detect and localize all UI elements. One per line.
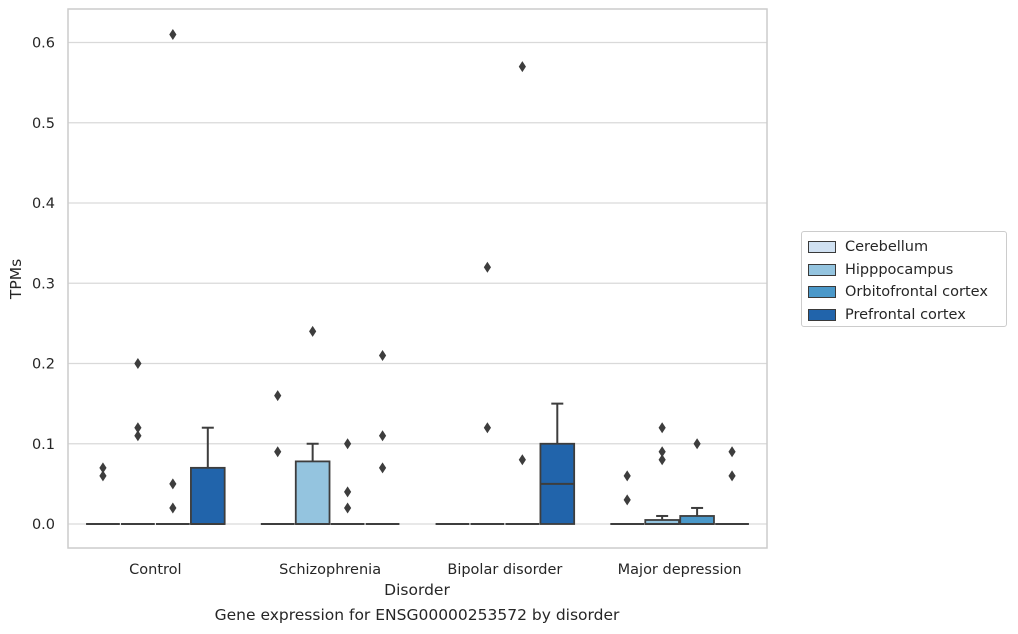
outlier-point xyxy=(309,325,317,337)
y-tick-label: 0.4 xyxy=(32,196,55,212)
box-cerebellum xyxy=(86,462,120,525)
legend-item: Prefrontal cortex xyxy=(808,304,1000,327)
legend-item: Orbitofrontal cortex xyxy=(808,281,1000,304)
box-orbitofrontal-cortex xyxy=(155,28,190,525)
plot-frame xyxy=(67,8,768,549)
x-tick-label: Bipolar disorder xyxy=(447,562,562,578)
legend-swatch xyxy=(808,263,836,276)
outlier-point xyxy=(483,422,491,434)
x-tick-label: Schizophrenia xyxy=(279,562,381,578)
box-prefrontal-cortex xyxy=(715,446,749,525)
box-body xyxy=(190,466,226,525)
y-axis-title: TPMs xyxy=(7,259,25,300)
outlier-point xyxy=(518,61,526,73)
box-hipppocampus xyxy=(470,261,505,525)
outlier-point xyxy=(274,446,282,458)
box-body xyxy=(294,460,331,525)
legend-label: Orbitofrontal cortex xyxy=(845,284,988,301)
box-orbitofrontal-cortex xyxy=(330,438,365,525)
y-tick-label: 0.3 xyxy=(32,276,55,292)
outlier-point xyxy=(99,462,107,474)
outlier-point xyxy=(99,470,107,482)
outlier-point xyxy=(169,478,177,490)
outlier-point xyxy=(344,502,352,514)
outlier-point xyxy=(658,454,666,466)
y-tick-label: 0.0 xyxy=(32,517,55,533)
box-hipppocampus xyxy=(121,358,155,525)
outlier-point xyxy=(169,502,177,514)
legend-item: Hipppocampus xyxy=(808,259,1000,282)
outlier-point xyxy=(134,422,142,434)
outlier-point xyxy=(658,446,666,458)
box-hipppocampus xyxy=(644,422,680,525)
legend-swatch xyxy=(808,241,836,254)
box-body xyxy=(679,515,715,525)
legend-item: Cerebellum xyxy=(808,236,1000,259)
outlier-point xyxy=(623,470,631,482)
box-plots xyxy=(86,28,749,525)
outlier-point xyxy=(518,454,526,466)
y-tick-label: 0.1 xyxy=(32,437,55,453)
y-tick-label: 0.5 xyxy=(32,116,55,132)
legend-label: Hipppocampus xyxy=(845,261,954,278)
legend-swatch xyxy=(808,308,836,321)
x-tick-labels: Control Schizophrenia Bipolar disorder Majo… xyxy=(129,562,741,578)
legend-label: Prefrontal cortex xyxy=(845,306,966,323)
x-tick-label: Control xyxy=(129,562,181,578)
box-orbitofrontal-cortex xyxy=(505,61,540,525)
outlier-point xyxy=(728,470,736,482)
box-cerebellum xyxy=(610,470,645,525)
outlier-point xyxy=(728,446,736,458)
legend-swatch xyxy=(808,286,836,299)
outlier-point xyxy=(658,422,666,434)
box-orbitofrontal-cortex xyxy=(679,438,715,525)
outlier-point xyxy=(483,261,491,273)
outlier-point xyxy=(134,430,142,442)
outlier-point xyxy=(623,494,631,506)
outlier-point xyxy=(378,430,387,442)
outlier-point xyxy=(134,358,142,369)
y-tick-label: 0.6 xyxy=(32,36,55,52)
y-tick-label: 0.2 xyxy=(32,357,55,373)
outlier-point xyxy=(344,438,352,450)
outlier-point xyxy=(274,390,282,402)
y-tick-labels: 0.0 0.1 0.2 0.3 0.4 0.5 0.6 xyxy=(32,36,55,534)
chart-caption: Gene expression for ENSG00000253572 by d… xyxy=(214,606,620,624)
grid-lines xyxy=(68,41,767,525)
legend: Cerebellum Hipppocampus Orbitofrontal cort… xyxy=(801,231,1007,327)
x-axis-title: Disorder xyxy=(384,581,450,599)
outlier-point xyxy=(169,28,177,40)
outlier-point xyxy=(378,349,387,361)
outlier-point xyxy=(344,486,352,498)
box-prefrontal-cortex xyxy=(539,402,576,525)
box-prefrontal-cortex xyxy=(365,349,400,525)
legend-label: Cerebellum xyxy=(845,239,929,256)
outlier-point xyxy=(693,438,701,450)
box-cerebellum xyxy=(260,390,295,525)
x-tick-label: Major depression xyxy=(618,562,742,578)
box-prefrontal-cortex xyxy=(190,426,226,525)
outlier-point xyxy=(378,462,387,474)
box-hipppocampus xyxy=(294,325,331,525)
